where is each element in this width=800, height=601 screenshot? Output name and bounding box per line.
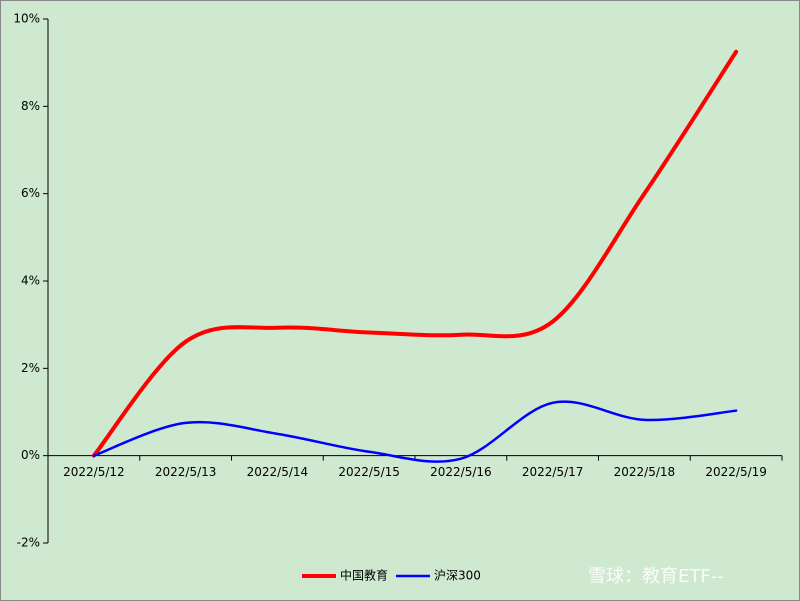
x-tick-label: 2022/5/18 bbox=[614, 465, 676, 479]
legend-label: 沪深300 bbox=[434, 569, 481, 583]
legend-label: 中国教育 bbox=[340, 568, 388, 583]
x-tick-label: 2022/5/13 bbox=[155, 465, 217, 479]
y-tick-label: 4% bbox=[21, 274, 40, 288]
x-tick-label: 2022/5/12 bbox=[63, 465, 125, 479]
y-tick-label: 2% bbox=[21, 361, 40, 375]
y-tick-label: 6% bbox=[21, 186, 40, 200]
y-tick-label: 0% bbox=[21, 448, 40, 462]
series-line bbox=[91, 49, 739, 458]
y-tick-label: 10% bbox=[13, 12, 40, 26]
y-tick-label: -2% bbox=[17, 536, 40, 550]
watermark: 雪球：教育ETF-- bbox=[588, 566, 724, 587]
series-line bbox=[92, 400, 738, 463]
x-tick-label: 2022/5/14 bbox=[247, 465, 309, 479]
x-tick-label: 2022/5/19 bbox=[705, 465, 767, 479]
y-tick-label: 8% bbox=[21, 99, 40, 113]
x-tick-label: 2022/5/16 bbox=[430, 465, 492, 479]
x-tick-label: 2022/5/15 bbox=[338, 465, 400, 479]
x-tick-label: 2022/5/17 bbox=[522, 465, 584, 479]
